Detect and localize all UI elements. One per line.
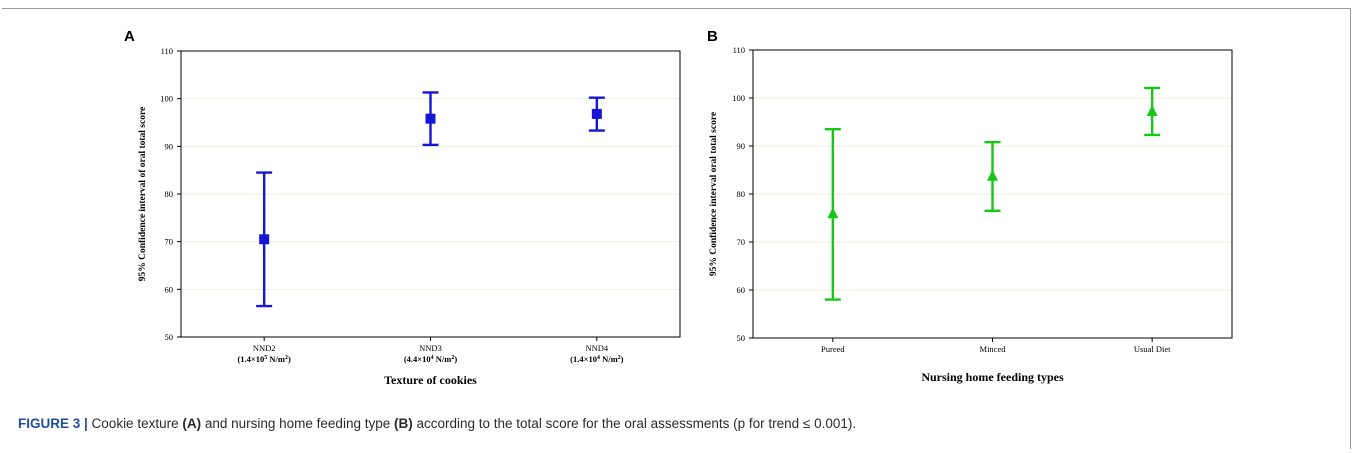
chart-1-xtick-label-0: Pureed <box>821 344 845 354</box>
chart-b: 50 60 70 80 90 100 110 95% Confidence interval … <box>709 45 1233 384</box>
chart-0-ytick-label-1: 60 <box>165 284 174 294</box>
chart-1-ylabel: 95% Confidence interval oral total score <box>709 112 719 276</box>
caption-text-3: according to the total score for the ora… <box>412 416 857 431</box>
chart-0-mean-marker-2 <box>591 108 602 119</box>
chart-0-xtick-sublabel-1: (4.4×104 N/m2) <box>404 354 458 364</box>
panel-label-b: B <box>707 28 718 45</box>
chart-1-xtick-label-1: Minced <box>980 344 1007 354</box>
chart-0-xtick-label-2: NND4 <box>585 343 608 353</box>
chart-0-ytick-label-5: 100 <box>160 94 173 104</box>
chart-1-ytick-label-2: 70 <box>737 237 746 247</box>
chart-0-xtick-label-0: NND2 <box>253 343 276 353</box>
chart-1-mean-marker-0 <box>827 207 839 219</box>
chart-1-mean-marker-2 <box>1146 104 1158 116</box>
chart-1-mean-marker-1 <box>987 169 998 181</box>
chart-0-ytick-label-3: 80 <box>165 189 174 199</box>
caption-label: FIGURE 3 | <box>18 416 88 431</box>
chart-1-ytick-label-3: 80 <box>737 189 746 199</box>
panel-label-a: A <box>124 28 135 45</box>
chart-0-xtick-sublabel-0: (1.4×105 N/m2) <box>237 354 291 364</box>
chart-0-ylabel: 95% Confidence interval of oral total sc… <box>138 107 148 281</box>
caption-text-2: and nursing home feeding type <box>201 416 394 431</box>
chart-a: 50 60 70 80 90 100 110 95% Confidence interval … <box>138 46 681 387</box>
chart-0-ytick-label-6: 110 <box>161 46 173 56</box>
chart-1-ytick-label-5: 100 <box>732 93 745 103</box>
chart-0-ytick-label-0: 50 <box>165 332 174 342</box>
chart-0-xtick-sublabel-2: (1.4×104 N/m2) <box>570 354 624 364</box>
chart-1-ytick-label-0: 50 <box>737 333 746 343</box>
chart-0-mean-marker-0 <box>259 234 270 245</box>
chart-0-ytick-label-2: 70 <box>165 237 174 247</box>
caption-ref-a: (A) <box>182 416 202 431</box>
figure-frame <box>2 8 1351 449</box>
chart-1-ytick-label-6: 110 <box>733 45 745 55</box>
chart-1-xtick-label-2: Usual Diet <box>1134 344 1171 354</box>
chart-1-ytick-label-4: 90 <box>737 141 746 151</box>
caption-ref-b: (B) <box>393 416 413 431</box>
chart-1-xlabel: Nursing home feeding types <box>921 370 1064 384</box>
figure-caption: FIGURE 3 | Cookie texture (A) and nursin… <box>18 416 1338 431</box>
chart-1-ytick-label-1: 60 <box>737 285 746 295</box>
caption-text-1: Cookie texture <box>87 416 183 431</box>
chart-0-xtick-label-1: NND3 <box>419 343 442 353</box>
chart-0-ytick-label-4: 90 <box>165 141 174 151</box>
chart-0-xlabel: Texture of cookies <box>384 373 477 387</box>
chart-0-mean-marker-1 <box>425 113 436 124</box>
